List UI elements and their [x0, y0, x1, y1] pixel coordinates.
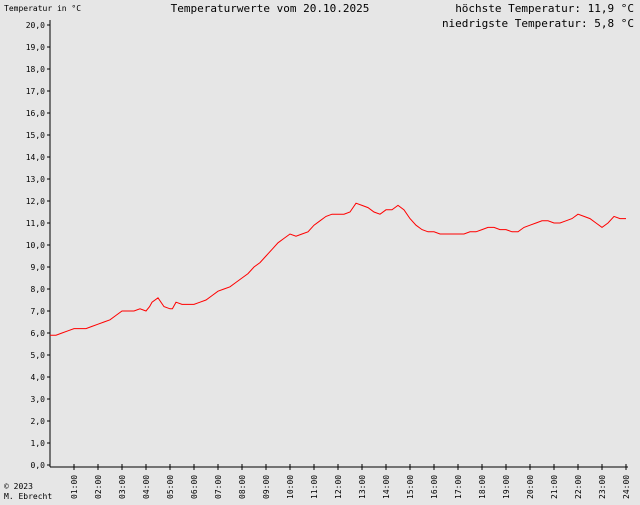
y-tick-label: 7,0 [31, 307, 46, 316]
author-text: M. Ebrecht [4, 492, 52, 501]
x-tick-label: 02:00 [94, 475, 103, 499]
y-tick-label: 1,0 [31, 439, 46, 448]
x-tick-label: 21:00 [550, 475, 559, 499]
x-tick-label: 18:00 [478, 475, 487, 499]
y-axis-ticks: 0,0 1,0 2,0 3,0 4,0 5,0 6,0 7,0 8,0 9,0 10,0 11,0 12… [26, 21, 50, 470]
x-tick-label: 24:00 [622, 475, 631, 499]
y-tick-label: 19,0 [26, 43, 45, 52]
x-tick-label: 01:00 [70, 475, 79, 499]
x-tick-label: 05:00 [166, 475, 175, 499]
x-tick-label: 17:00 [454, 475, 463, 499]
y-tick-label: 8,0 [31, 285, 46, 294]
copyright-text: © 2023 [4, 482, 33, 491]
y-tick-label: 2,0 [31, 417, 46, 426]
y-tick-label: 4,0 [31, 373, 46, 382]
temperature-series-line [50, 202, 626, 336]
x-tick-label: 11:00 [310, 475, 319, 499]
x-tick-label: 10:00 [286, 475, 295, 499]
y-tick-label: 13,0 [26, 175, 45, 184]
chart-title: Temperaturwerte vom 20.10.2025 [171, 2, 370, 15]
x-tick-label: 12:00 [334, 475, 343, 499]
x-tick-label: 03:00 [118, 475, 127, 499]
x-tick-label: 15:00 [406, 475, 415, 499]
y-axis-label: Temperatur in °C [4, 4, 81, 13]
y-tick-label: 3,0 [31, 395, 46, 404]
x-tick-label: 19:00 [502, 475, 511, 499]
y-tick-label: 6,0 [31, 329, 46, 338]
x-tick-label: 06:00 [190, 475, 199, 499]
y-tick-label: 10,0 [26, 241, 45, 250]
x-tick-label: 09:00 [262, 475, 271, 499]
y-tick-label: 20,0 [26, 21, 45, 30]
y-tick-label: 12,0 [26, 197, 45, 206]
max-temperature-label: höchste Temperatur: 11,9 °C [455, 2, 634, 15]
y-tick-label: 16,0 [26, 109, 45, 118]
x-tick-label: 04:00 [142, 475, 151, 499]
y-tick-label: 15,0 [26, 131, 45, 140]
y-tick-label: 9,0 [31, 263, 46, 272]
y-tick-label: 11,0 [26, 219, 45, 228]
y-tick-label: 5,0 [31, 351, 46, 360]
x-tick-label: 13:00 [358, 475, 367, 499]
x-tick-label: 20:00 [526, 475, 535, 499]
x-tick-label: 16:00 [430, 475, 439, 499]
x-tick-label: 22:00 [574, 475, 583, 499]
y-tick-label: 14,0 [26, 153, 45, 162]
x-tick-label: 08:00 [238, 475, 247, 499]
x-tick-label: 07:00 [214, 475, 223, 499]
x-tick-label: 23:00 [598, 475, 607, 499]
x-axis-ticks: 01:00 02:00 03:00 04:00 05:00 06:00 07:00 08:00… [70, 464, 631, 499]
min-temperature-label: niedrigste Temperatur: 5,8 °C [442, 17, 634, 30]
y-tick-label: 0,0 [31, 461, 46, 470]
y-tick-label: 18,0 [26, 65, 45, 74]
y-tick-label: 17,0 [26, 87, 45, 96]
x-tick-label: 14:00 [382, 475, 391, 499]
